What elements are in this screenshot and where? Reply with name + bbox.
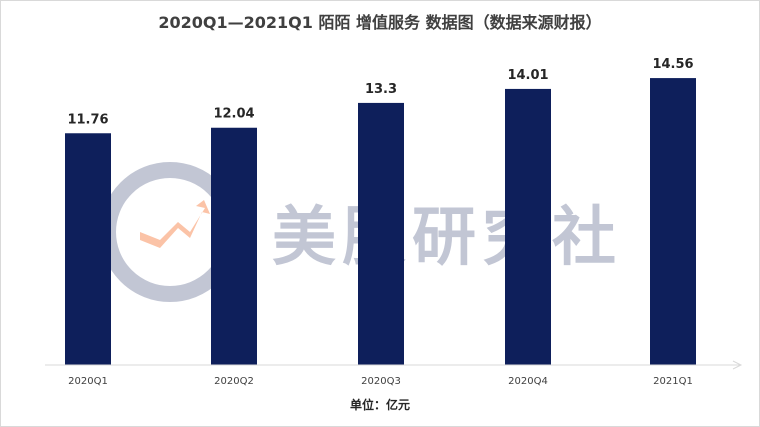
x-tick-label-2020Q3: 2020Q3 (361, 376, 401, 387)
data-label-2021Q1: 14.56 (652, 57, 693, 72)
data-label-2020Q4: 14.01 (507, 68, 548, 83)
bar-2020Q4 (505, 88, 551, 365)
data-label-2020Q2: 12.04 (213, 107, 254, 122)
x-tick-label-2020Q1: 2020Q1 (68, 376, 108, 387)
unit-label: 单位：亿元 (349, 398, 410, 412)
x-axis-arrow-icon (732, 360, 743, 370)
x-tick-label-2020Q2: 2020Q2 (214, 376, 254, 387)
bar-2021Q1 (650, 78, 696, 366)
chart-title: 2020Q1—2021Q1 陌陌 增值服务 数据图（数据来源财报） (158, 13, 602, 32)
bar-2020Q3 (358, 102, 404, 365)
watermark-text: 美股研究社 (272, 201, 622, 275)
data-label-2020Q3: 13.3 (365, 82, 397, 97)
x-tick-label-2021Q1: 2021Q1 (653, 376, 693, 387)
bar-2020Q1 (65, 133, 111, 365)
data-label-2020Q1: 11.76 (67, 112, 108, 127)
bar-2020Q2 (211, 127, 257, 365)
x-tick-label-2020Q4: 2020Q4 (508, 376, 548, 387)
